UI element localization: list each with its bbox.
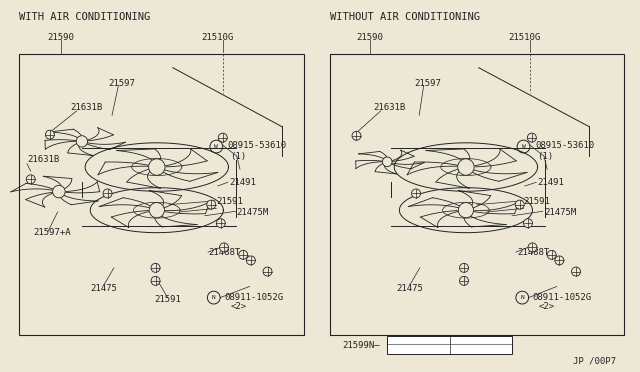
- Text: N: N: [520, 295, 524, 300]
- Text: (1): (1): [538, 153, 554, 161]
- Text: JP /00P7: JP /00P7: [573, 356, 616, 365]
- Text: 21597: 21597: [108, 79, 135, 88]
- Ellipse shape: [239, 250, 248, 259]
- Ellipse shape: [263, 267, 272, 276]
- Text: 08911-1052G: 08911-1052G: [532, 293, 591, 302]
- Ellipse shape: [148, 159, 165, 175]
- Text: 21591: 21591: [154, 295, 181, 304]
- Ellipse shape: [460, 263, 468, 272]
- Text: Ne pas toucher.: Ne pas toucher.: [465, 347, 497, 351]
- Text: WITH AIR CONDITIONING: WITH AIR CONDITIONING: [19, 12, 150, 22]
- Ellipse shape: [207, 200, 216, 209]
- Text: 08915-53610: 08915-53610: [228, 141, 287, 150]
- Ellipse shape: [572, 267, 580, 276]
- Text: ⚠ MISE EN GARDE: ⚠ MISE EN GARDE: [458, 338, 504, 343]
- Text: Do not touch fan.: Do not touch fan.: [401, 347, 436, 351]
- Text: ⚠ CAUTION: ⚠ CAUTION: [403, 338, 434, 343]
- Text: 21591: 21591: [524, 197, 550, 206]
- Text: (1): (1): [230, 153, 246, 161]
- Bar: [19, 54, 304, 335]
- Text: N: N: [212, 295, 216, 300]
- Bar: [387, 336, 512, 354]
- Bar: [330, 54, 624, 335]
- Text: 21475: 21475: [396, 284, 423, 293]
- Text: 21488T: 21488T: [517, 248, 549, 257]
- Text: 21631B: 21631B: [373, 103, 405, 112]
- Ellipse shape: [246, 256, 255, 265]
- Text: 21631B: 21631B: [70, 103, 102, 112]
- Text: 21475M: 21475M: [237, 208, 269, 217]
- Text: 21491: 21491: [538, 178, 564, 187]
- Text: 21510G: 21510G: [202, 33, 234, 42]
- Ellipse shape: [45, 130, 54, 139]
- Text: 21488T: 21488T: [209, 248, 241, 257]
- Ellipse shape: [458, 203, 474, 218]
- Text: 21631B: 21631B: [27, 155, 59, 164]
- Ellipse shape: [218, 133, 227, 142]
- Text: 21475: 21475: [90, 284, 117, 293]
- Ellipse shape: [555, 256, 564, 265]
- Ellipse shape: [52, 185, 65, 198]
- Ellipse shape: [515, 200, 524, 209]
- Text: 21590: 21590: [356, 33, 383, 42]
- Text: 21475M: 21475M: [544, 208, 576, 217]
- Ellipse shape: [527, 133, 536, 142]
- Ellipse shape: [151, 263, 160, 272]
- Text: <2>: <2>: [539, 302, 555, 311]
- Ellipse shape: [524, 219, 532, 228]
- Ellipse shape: [103, 189, 112, 198]
- Text: 08915-53610: 08915-53610: [535, 141, 594, 150]
- Ellipse shape: [547, 250, 556, 259]
- Ellipse shape: [382, 157, 392, 167]
- Text: 21491: 21491: [229, 178, 256, 187]
- Text: <2>: <2>: [230, 302, 246, 311]
- Ellipse shape: [352, 131, 361, 140]
- Text: 21591: 21591: [216, 197, 243, 206]
- Text: 21510G: 21510G: [509, 33, 541, 42]
- Text: W: W: [214, 144, 218, 149]
- Ellipse shape: [26, 175, 35, 184]
- Text: 21597: 21597: [414, 79, 441, 88]
- Ellipse shape: [458, 159, 474, 175]
- Ellipse shape: [220, 243, 228, 252]
- Text: 21590: 21590: [47, 33, 74, 42]
- Text: 08911-1052G: 08911-1052G: [224, 293, 283, 302]
- Ellipse shape: [151, 276, 160, 285]
- Ellipse shape: [76, 136, 88, 147]
- Ellipse shape: [149, 203, 164, 218]
- Text: WITHOUT AIR CONDITIONING: WITHOUT AIR CONDITIONING: [330, 12, 479, 22]
- Text: 21597+A: 21597+A: [33, 228, 71, 237]
- Ellipse shape: [460, 276, 468, 285]
- Ellipse shape: [216, 219, 225, 228]
- Text: 21599N—: 21599N—: [342, 341, 380, 350]
- Ellipse shape: [412, 189, 420, 198]
- Text: W: W: [522, 144, 525, 149]
- Ellipse shape: [528, 243, 537, 252]
